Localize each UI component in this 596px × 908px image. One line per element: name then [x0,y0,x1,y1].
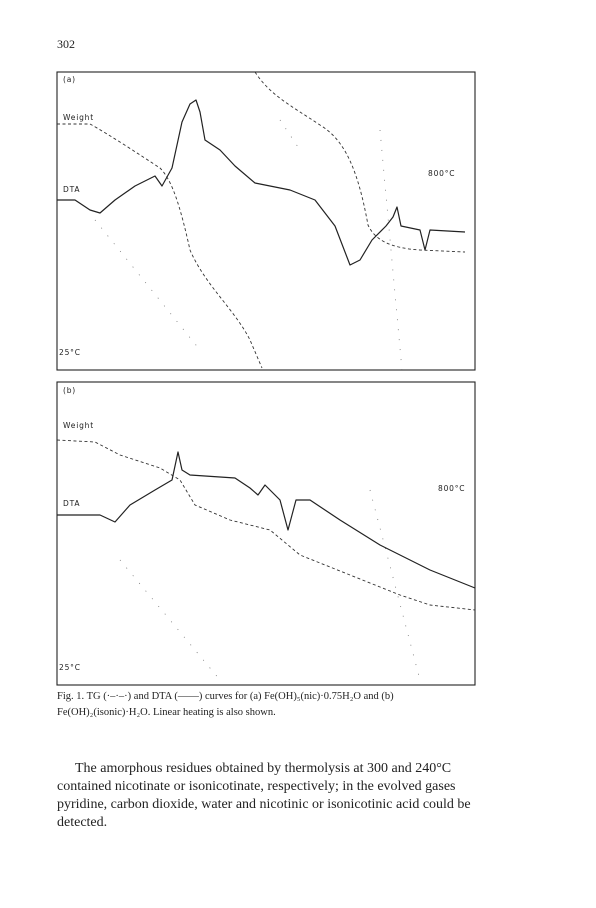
weight-label: Weight [63,421,94,430]
dta-label: DTA [63,499,80,508]
panel-label: (a) [63,75,76,84]
panel-label: (b) [63,386,76,395]
panel-frame [56,381,476,686]
end-temp: 800°C [428,169,455,178]
paragraph-line: contained nicotinate or isonicotinate, r… [57,779,455,794]
paragraph-line: detected. [57,815,107,830]
caption-line: Fe(OH)₂(isonic)·H₂O. Linear heating is a… [57,707,276,718]
page-number: 302 [57,37,75,51]
heating-line [94,119,403,371]
panel-b: (b) Weight DTA 800°C 25°C [56,381,476,686]
weight-label: Weight [63,113,94,122]
heating-line [119,489,421,681]
end-temp: 800°C [438,484,465,493]
dta-label: DTA [63,185,80,194]
start-temp: 25°C [59,348,81,357]
panel-a: (a) Weight DTA 800°C 25°C [56,71,476,371]
tg-curve [57,71,466,369]
paragraph-line: The amorphous residues obtained by therm… [75,761,451,776]
paragraph-line: pyridine, carbon dioxide, water and nico… [57,797,471,812]
tg-curve [56,439,476,611]
dta-curve [57,99,466,266]
start-temp: 25°C [59,663,81,672]
panel-frame [56,71,476,371]
caption-line: Fig. 1. TG (·–·–·) and DTA (——) curves f… [57,691,394,702]
dta-curve [57,451,476,589]
